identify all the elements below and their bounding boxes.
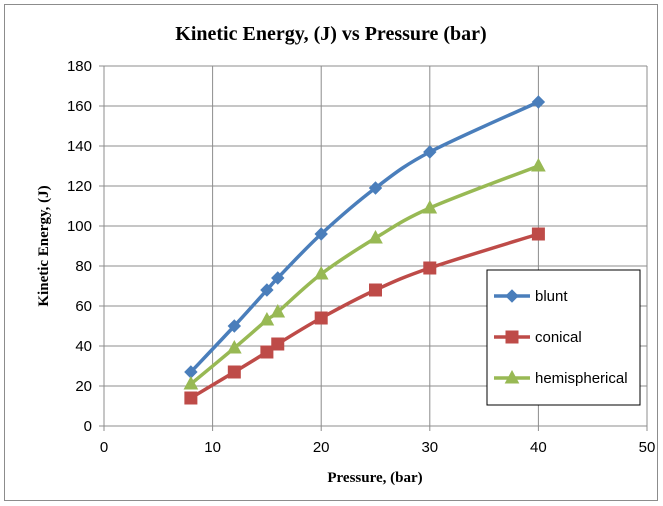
y-tick-label: 60 bbox=[75, 298, 92, 315]
data-point-hemispherical bbox=[313, 265, 329, 280]
data-point-hemispherical bbox=[368, 229, 383, 244]
x-tick-labels: 0 10 20 30 40 50 bbox=[100, 439, 656, 456]
data-point-blunt bbox=[423, 145, 437, 159]
x-axis-title: Pressure, (bar) bbox=[327, 470, 422, 486]
y-tick-label: 20 bbox=[75, 378, 92, 395]
data-point-hemispherical bbox=[531, 157, 546, 172]
legend-marker-conical bbox=[505, 330, 519, 344]
data-point-blunt bbox=[260, 283, 274, 297]
data-point-blunt bbox=[314, 227, 328, 241]
y-tick-label: 40 bbox=[75, 338, 92, 355]
legend-label-hemispherical: hemispherical bbox=[535, 370, 628, 387]
data-point-conical bbox=[260, 345, 274, 359]
series-line-blunt bbox=[189, 100, 540, 374]
y-tick-labels: 0 20 40 60 80 100 120 140 160 180 bbox=[67, 58, 92, 435]
data-point-hemispherical bbox=[259, 311, 275, 326]
series-hemispherical bbox=[183, 157, 546, 390]
series-group bbox=[183, 95, 546, 405]
legend-label-conical: conical bbox=[535, 329, 582, 346]
data-point-conical bbox=[369, 283, 382, 297]
y-tick-label: 180 bbox=[67, 58, 92, 75]
data-point-blunt bbox=[227, 319, 242, 333]
series-blunt bbox=[184, 95, 546, 379]
y-tick-label: 160 bbox=[67, 98, 92, 115]
data-point-hemispherical bbox=[422, 199, 438, 214]
data-point-conical bbox=[531, 227, 545, 241]
data-point-conical bbox=[314, 311, 328, 325]
data-point-hemispherical bbox=[270, 303, 286, 318]
data-point-conical bbox=[227, 365, 241, 379]
y-tick-label: 120 bbox=[67, 178, 92, 195]
data-point-conical bbox=[423, 261, 437, 275]
x-tick-label: 10 bbox=[204, 439, 221, 456]
y-tick-label: 0 bbox=[84, 418, 92, 435]
x-tick-label: 20 bbox=[313, 439, 330, 456]
chart-frame bbox=[4, 4, 658, 501]
chart-title: Kinetic Energy, (J) vs Pressure (bar) bbox=[175, 23, 486, 45]
data-point-blunt bbox=[271, 271, 285, 285]
y-tick-label: 80 bbox=[75, 258, 92, 275]
axes bbox=[99, 65, 648, 431]
data-point-blunt bbox=[368, 181, 383, 195]
series-conical bbox=[184, 227, 545, 405]
y-tick-label: 140 bbox=[67, 138, 92, 155]
x-tick-label: 50 bbox=[639, 439, 656, 456]
data-point-hemispherical bbox=[183, 375, 199, 390]
data-point-conical bbox=[271, 337, 285, 351]
data-point-blunt bbox=[531, 95, 546, 109]
series-line-hemispherical bbox=[189, 164, 540, 386]
x-tick-label: 40 bbox=[530, 439, 547, 456]
x-tick-label: 30 bbox=[421, 439, 438, 456]
x-tick-label: 0 bbox=[100, 439, 108, 456]
legend-label-blunt: blunt bbox=[535, 288, 568, 305]
legend-marker-blunt bbox=[505, 289, 519, 303]
y-tick-label: 100 bbox=[67, 218, 92, 235]
data-point-hemispherical bbox=[226, 339, 242, 354]
legend-marker-hemispherical bbox=[504, 369, 520, 384]
legend: blunt conical hemispherical bbox=[486, 269, 641, 406]
data-point-conical bbox=[184, 391, 198, 405]
y-axis-title: Kinetic Energy, (J) bbox=[36, 185, 52, 306]
